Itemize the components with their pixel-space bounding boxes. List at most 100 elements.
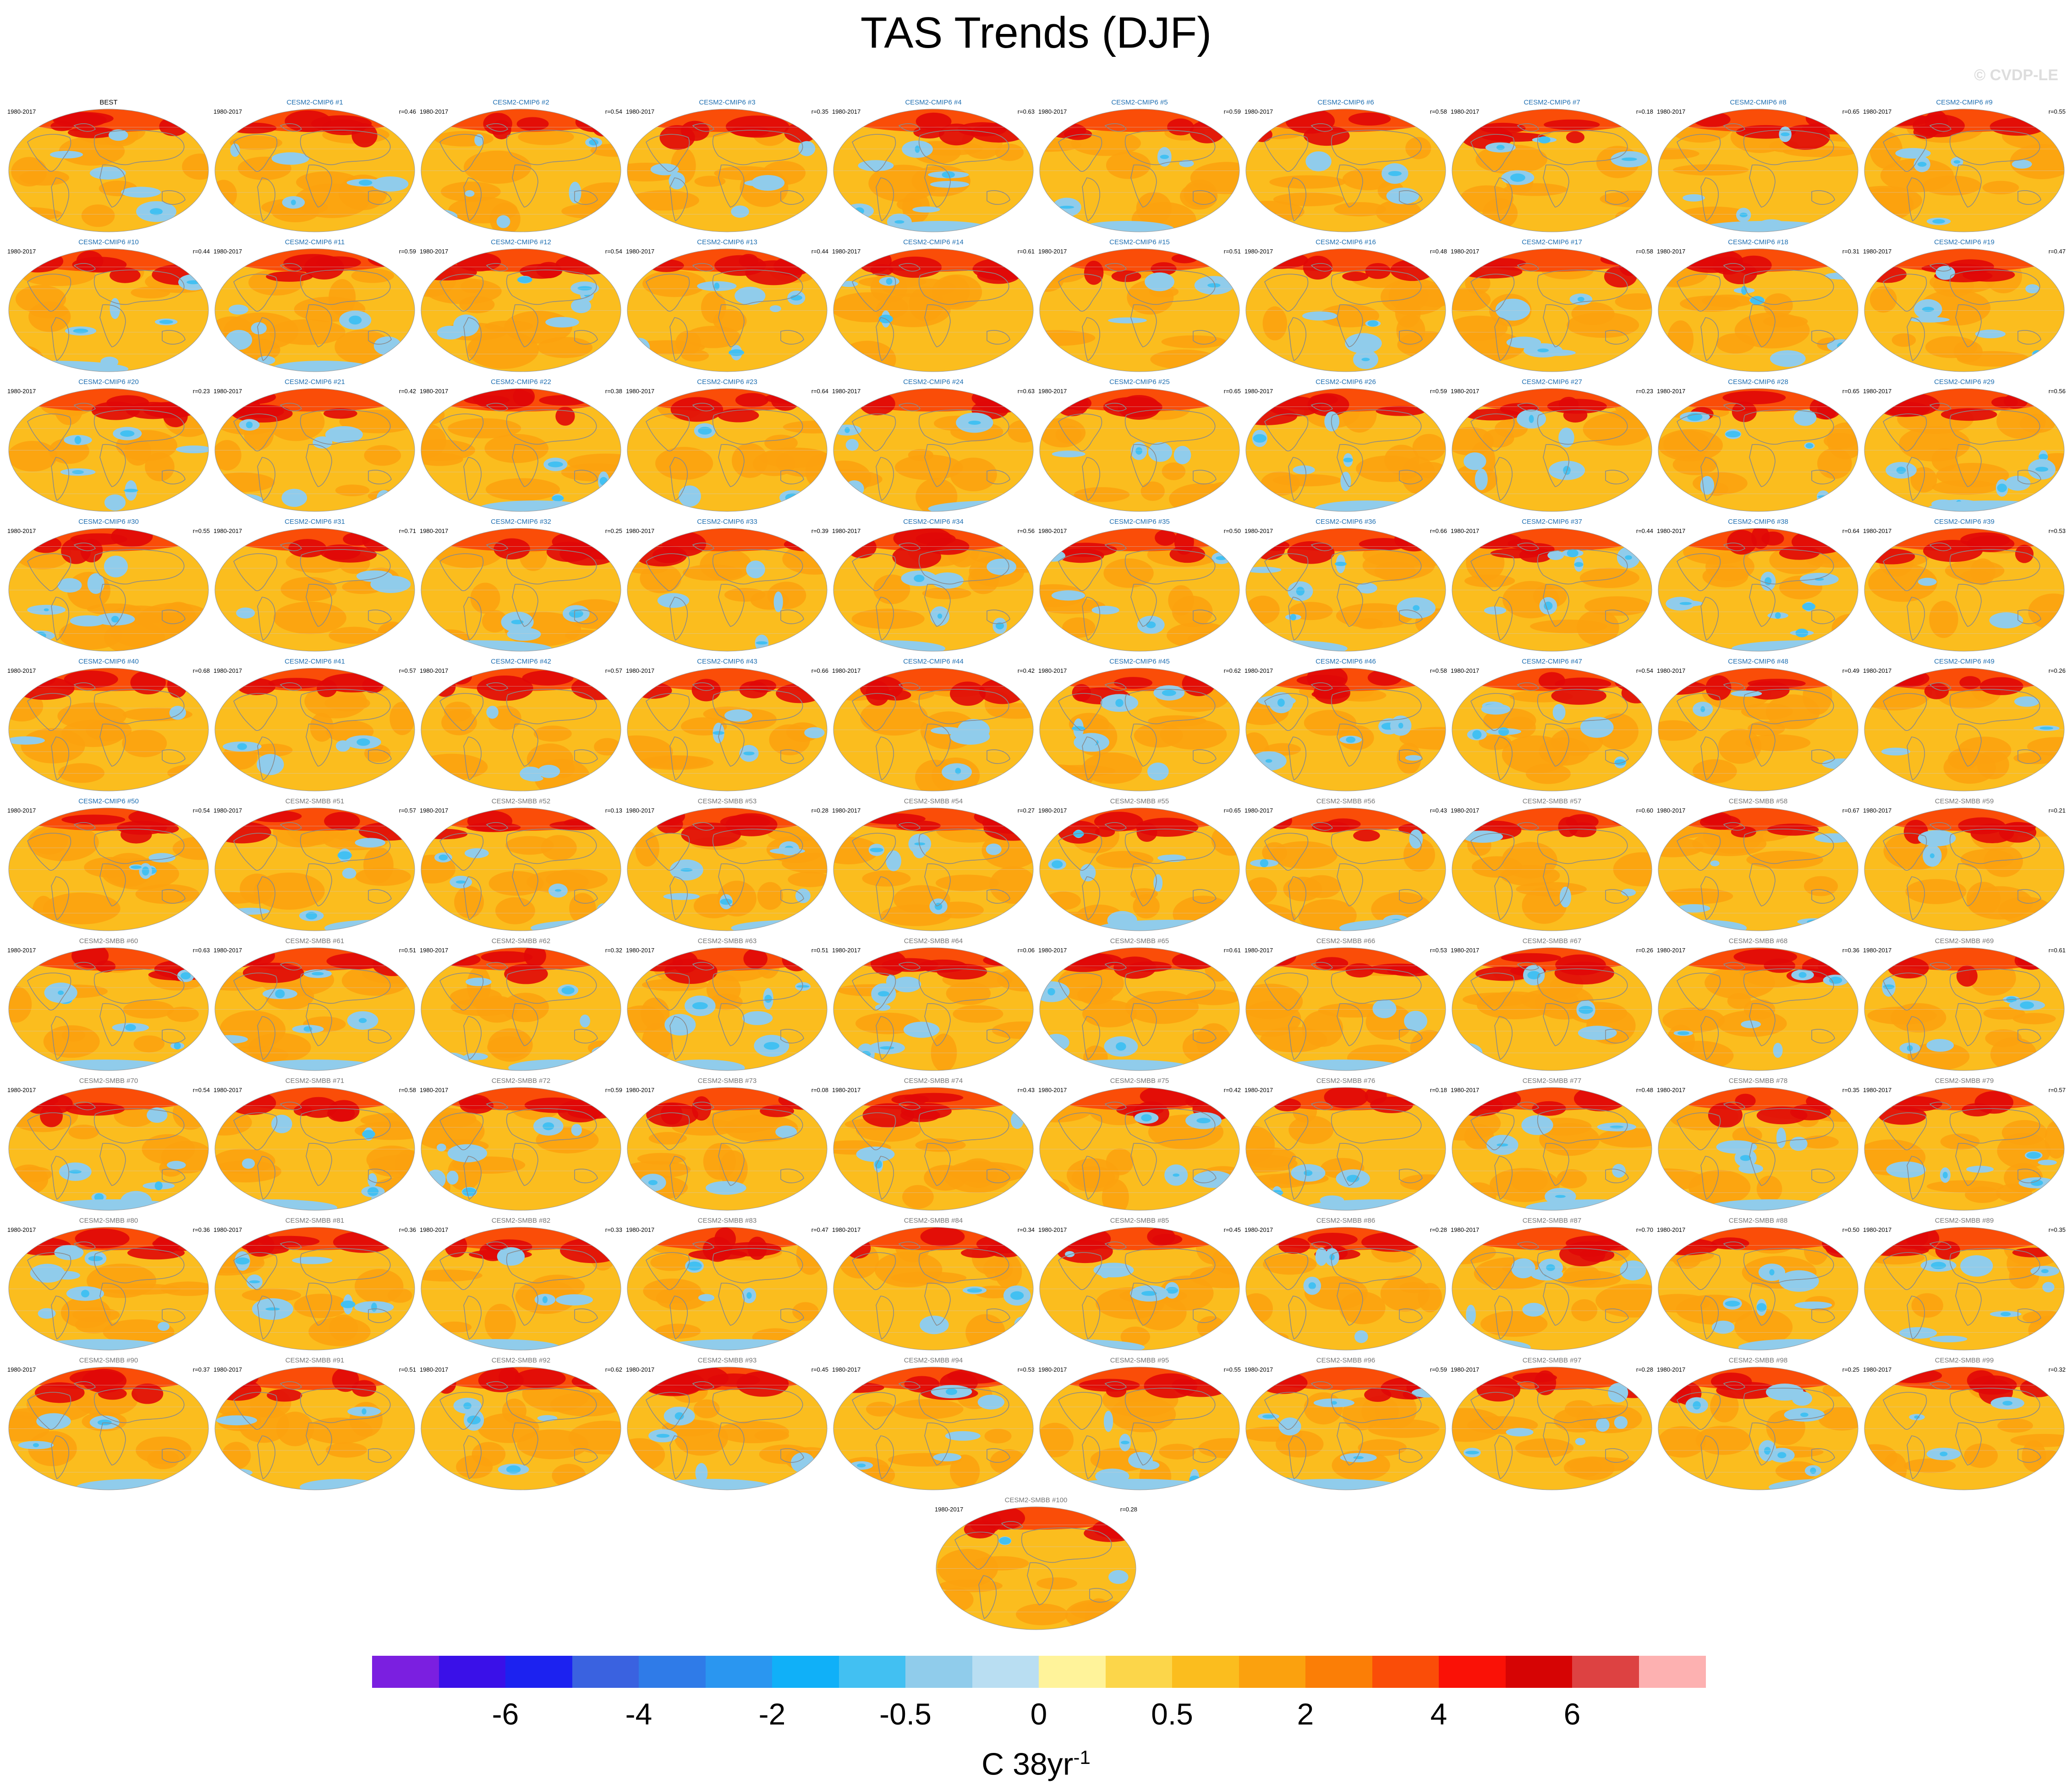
cold-anomaly — [1416, 1339, 1426, 1343]
coastline — [1399, 190, 1423, 205]
hot-anomaly — [515, 1368, 566, 1389]
coastline — [99, 863, 126, 906]
warm-anomaly — [1996, 1183, 2032, 1203]
coastline — [233, 1252, 278, 1290]
warm-anomaly — [1667, 320, 1694, 359]
warm-anomaly — [1693, 759, 1737, 784]
southern-cool — [1706, 1199, 1832, 1210]
coastline — [574, 190, 598, 205]
panel-correlation: r=0.70 — [1636, 1226, 1653, 1233]
coastline — [780, 330, 804, 345]
coastline — [1021, 1527, 1112, 1563]
map-svg — [936, 1506, 1136, 1630]
map-border — [1452, 248, 1652, 372]
cool-anomaly — [466, 978, 492, 986]
panel-correlation: r=0.23 — [1636, 388, 1653, 395]
map-svg — [1452, 1367, 1652, 1490]
panel-period: 1980-2017 — [420, 1087, 449, 1093]
cool-anomaly — [1630, 1470, 1650, 1485]
hot-anomaly — [1819, 808, 1848, 827]
hot-anomaly — [2012, 1247, 2054, 1258]
map-panel: 1980-2017 CESM2-SMBB #97 r=0.28 — [1449, 1354, 1655, 1494]
panel-period: 1980-2017 — [214, 527, 242, 534]
cold-anomaly — [674, 1412, 684, 1420]
panel-title: CESM2-CMIP6 #13 — [697, 238, 757, 246]
coastline — [1193, 749, 1217, 764]
colorbar-box — [1039, 1656, 1106, 1688]
cold-anomaly — [1677, 1031, 1689, 1035]
cool-anomaly — [90, 166, 126, 180]
warm-anomaly — [1818, 1406, 1858, 1431]
map-svg — [1864, 388, 2065, 512]
southern-cool — [31, 1339, 168, 1350]
cool-anomaly — [1145, 272, 1174, 291]
cold-anomaly — [120, 430, 135, 437]
coastline — [512, 584, 538, 627]
coastline — [1543, 1283, 1569, 1326]
hot-anomaly — [1566, 131, 1585, 143]
coastline — [512, 444, 538, 487]
coastline — [506, 130, 597, 165]
coastline — [924, 444, 951, 487]
cold-anomaly — [1829, 977, 1842, 984]
map-svg — [833, 248, 1034, 372]
warm-anomaly — [1356, 456, 1421, 482]
panel-correlation: r=0.47 — [2048, 248, 2066, 255]
panel-correlation: r=0.28 — [1430, 1226, 1447, 1233]
warm-anomaly — [238, 1405, 290, 1443]
panel-correlation: r=0.58 — [1430, 667, 1447, 674]
cold-anomaly — [1334, 561, 1347, 566]
panel-correlation: r=0.65 — [1842, 388, 1859, 395]
hot-anomaly — [892, 544, 942, 569]
map-svg — [214, 109, 415, 232]
map-panel: 1980-2017 CESM2-CMIP6 #7 r=0.18 — [1449, 96, 1655, 236]
hot-anomaly — [691, 679, 721, 702]
warm-anomaly — [19, 1166, 52, 1182]
cool-anomaly — [1779, 1270, 1819, 1292]
coastline — [1082, 457, 1100, 501]
cool-anomaly — [1305, 151, 1332, 171]
cold-anomaly — [1146, 621, 1156, 628]
hot-anomaly — [1367, 669, 1402, 686]
map-panel: 1980-2017 CESM2-CMIP6 #38 r=0.64 — [1655, 516, 1861, 655]
coastline — [1288, 457, 1306, 501]
cool-anomaly — [724, 709, 752, 722]
cool-anomaly — [773, 591, 783, 613]
coastline — [162, 1308, 186, 1323]
cold-anomaly — [1544, 601, 1553, 610]
hot-anomaly — [1480, 122, 1526, 134]
coastline — [1955, 444, 1982, 487]
panel-correlation: r=0.48 — [1636, 1087, 1653, 1093]
cold-anomaly — [999, 1537, 1011, 1545]
warm-anomaly — [1479, 735, 1512, 750]
warm-anomaly — [1169, 483, 1239, 511]
coastline — [1929, 263, 1952, 272]
coastline — [1749, 1143, 1776, 1186]
panel-title: CESM2-CMIP6 #40 — [78, 658, 139, 665]
warm-anomaly — [1748, 721, 1785, 736]
warm-anomaly — [1273, 192, 1344, 207]
cold-anomaly — [569, 609, 583, 618]
hot-anomaly — [1268, 812, 1292, 829]
cold-anomaly — [1997, 483, 2007, 493]
cool-anomaly — [886, 850, 902, 872]
coastline — [1337, 165, 1363, 208]
panel-period: 1980-2017 — [1657, 527, 1686, 534]
cold-anomaly — [358, 180, 373, 186]
coastline — [93, 130, 185, 165]
hot-anomaly — [862, 1103, 914, 1128]
cool-anomaly — [372, 176, 409, 192]
warm-anomaly — [135, 884, 200, 904]
cold-anomaly — [1277, 698, 1285, 707]
warm-anomaly — [1482, 198, 1518, 229]
coastline — [1288, 1435, 1306, 1480]
warm-anomaly — [750, 590, 789, 610]
map-svg — [1245, 1087, 1446, 1211]
coastline — [1955, 584, 1982, 627]
coastline — [692, 682, 715, 691]
warm-anomaly — [1040, 1423, 1074, 1457]
map-panel: 1980-2017 CESM2-SMBB #98 r=0.25 — [1655, 1354, 1861, 1494]
cold-anomaly — [1810, 1467, 1816, 1474]
map-panel: 1980-2017 CESM2-SMBB #96 r=0.59 — [1243, 1354, 1449, 1494]
coastline — [27, 833, 71, 871]
